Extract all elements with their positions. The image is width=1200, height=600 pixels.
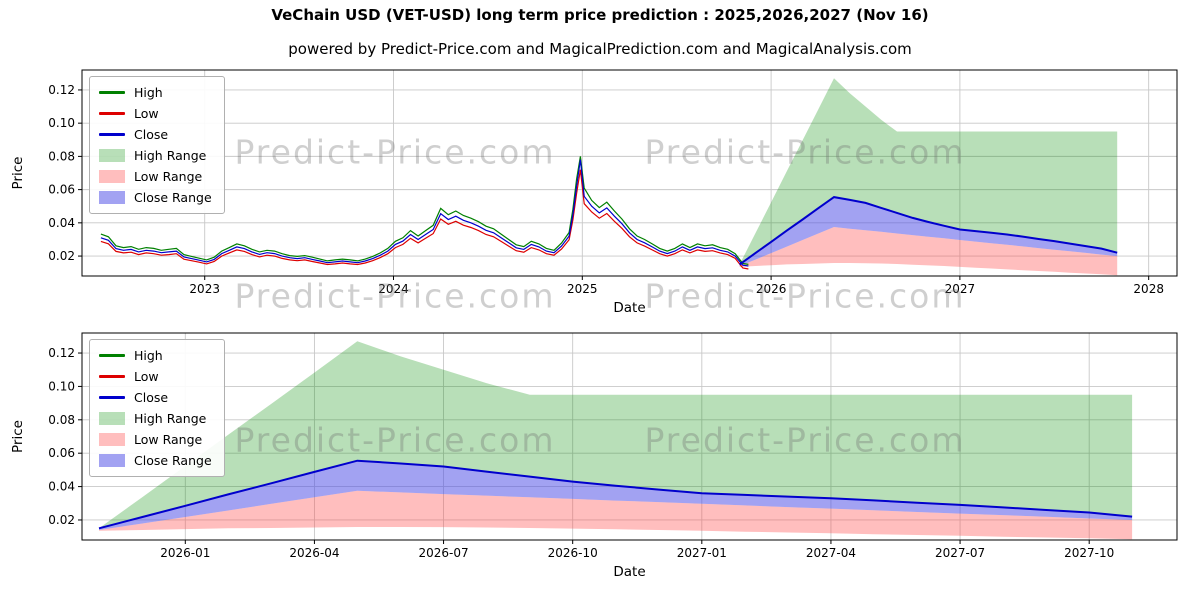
top-chart-svg: 2023 2024 2025 2026 2027 2028 0.02 0.04 0.06 0.08… (10, 69, 1178, 316)
legend-item-high: High (99, 84, 212, 101)
top-chart: 2023 2024 2025 2026 2027 2028 0.02 0.04 0.06 0.08… (0, 62, 1200, 318)
bottom-chart: 2026-01 2026-04 2026-07 2026-10 2027-01 2027-… (0, 318, 1200, 600)
y-tick-label: 0.06 (48, 446, 75, 460)
legend-label-low: Low (134, 106, 159, 121)
legend-box: High Low Close High Range Low Range Close Ran… (89, 339, 225, 477)
tick-labels: 2023 2024 2025 2026 2027 2028 0.02 0.04 0.06 0.08… (48, 83, 1164, 296)
high-range-band (739, 78, 1118, 265)
high-range-band (99, 341, 1133, 529)
legend-label-low-range: Low Range (134, 169, 203, 184)
x-tick-label: 2025 (567, 282, 598, 296)
legend-swatch-close-range (99, 454, 125, 467)
chart-title: VeChain USD (VET-USD) long term price pr… (271, 6, 929, 24)
y-tick-label: 0.02 (48, 513, 75, 527)
x-tick-label: 2023 (189, 282, 220, 296)
legend-swatch-low (99, 375, 125, 378)
x-tick-label: 2027-10 (1064, 546, 1114, 560)
x-tick-label: 2028 (1133, 282, 1164, 296)
tick-marks (78, 352, 1090, 544)
y-tick-label: 0.10 (48, 116, 75, 130)
legend-label-low-range: Low Range (134, 432, 203, 447)
legend-item-high-range: High Range (99, 410, 212, 427)
x-tick-label: 2027 (945, 282, 976, 296)
legend-item-high-range: High Range (99, 147, 212, 164)
chart-subtitle: powered by Predict-Price.com and Magical… (288, 40, 912, 58)
tick-labels: 2026-01 2026-04 2026-07 2026-10 2027-01 2027-… (48, 346, 1114, 560)
y-tick-label: 0.08 (48, 149, 75, 163)
x-tick-label: 2027-04 (806, 546, 856, 560)
plot-border (81, 69, 1178, 277)
legend-item-close-range: Close Range (99, 452, 212, 469)
y-tick-label: 0.04 (48, 216, 75, 230)
legend-swatch-low-range (99, 433, 125, 446)
y-axis-label: Price (10, 420, 26, 453)
legend-swatch-low-range (99, 170, 125, 183)
y-tick-label: 0.12 (48, 83, 75, 97)
legend-item-close-range: Close Range (99, 189, 212, 206)
legend-box: High Low Close High Range Low Range Close Ran… (89, 76, 225, 214)
close-range-band (99, 460, 1133, 530)
forecast-close-line (739, 196, 1118, 266)
legend-swatch-high-range (99, 149, 125, 162)
x-tick-label: 2026 (756, 282, 787, 296)
legend-label-low: Low (134, 369, 159, 384)
y-axis-label: Price (10, 157, 26, 190)
legend-item-low-range: Low Range (99, 431, 212, 448)
legend-label-close: Close (134, 390, 169, 405)
low-line (100, 169, 749, 270)
legend-swatch-low (99, 112, 125, 115)
legend-label-close-range: Close Range (134, 190, 212, 205)
x-tick-label: 2026-10 (548, 546, 598, 560)
forecast-close-line (98, 459, 1133, 530)
x-tick-label: 2024 (378, 282, 409, 296)
y-tick-label: 0.12 (48, 346, 75, 360)
legend-swatch-close (99, 396, 125, 399)
legend-item-close: Close (99, 389, 212, 406)
x-tick-label: 2026-07 (419, 546, 469, 560)
legend-item-high: High (99, 347, 212, 364)
legend-item-low-range: Low Range (99, 168, 212, 185)
grid-lines (82, 70, 1177, 276)
x-tick-label: 2026-04 (289, 546, 339, 560)
y-tick-label: 0.04 (48, 480, 75, 494)
x-axis-label: Date (613, 564, 645, 580)
tick-marks (78, 89, 1150, 280)
x-axis-label: Date (613, 300, 645, 316)
x-tick-label: 2026-01 (160, 546, 210, 560)
legend-swatch-high (99, 354, 125, 357)
legend-item-low: Low (99, 105, 212, 122)
legend-item-close: Close (99, 126, 212, 143)
y-tick-label: 0.06 (48, 183, 75, 197)
legend-swatch-close-range (99, 191, 125, 204)
legend-label-high-range: High Range (134, 411, 207, 426)
legend-label-high-range: High Range (134, 148, 207, 163)
legend-label-close: Close (134, 127, 169, 142)
x-tick-label: 2027-07 (935, 546, 985, 560)
y-tick-label: 0.02 (48, 249, 75, 263)
y-tick-label: 0.10 (48, 379, 75, 393)
plot-border (81, 332, 1178, 541)
close-line (100, 159, 749, 267)
x-tick-label: 2027-01 (677, 546, 727, 560)
legend-swatch-high-range (99, 412, 125, 425)
legend-label-high: High (134, 348, 163, 363)
legend-swatch-close (99, 133, 125, 136)
legend-item-low: Low (99, 368, 212, 385)
legend-label-close-range: Close Range (134, 453, 212, 468)
low-range-band (739, 227, 1118, 276)
high-line (100, 156, 749, 265)
legend-label-high: High (134, 85, 163, 100)
bottom-chart-svg: 2026-01 2026-04 2026-07 2026-10 2027-01 2027-… (10, 332, 1178, 580)
low-range-band (99, 490, 1133, 540)
y-tick-label: 0.08 (48, 413, 75, 427)
close-range-band (739, 197, 1118, 266)
legend-swatch-high (99, 91, 125, 94)
